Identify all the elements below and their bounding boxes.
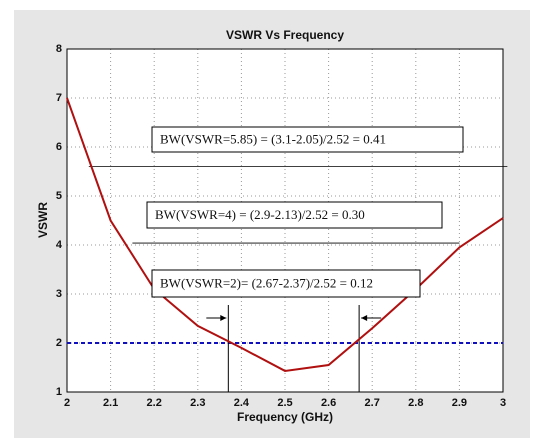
x-tick-label: 2.4 (234, 397, 250, 409)
annotation: BW(VSWR=5.85) = (3.1-2.05)/2.52 = 0.41 (160, 131, 386, 146)
x-tick-label: 2.9 (452, 397, 467, 409)
annotation: BW(VSWR=2)= (2.67-2.37)/2.52 = 0.12 (160, 275, 373, 290)
y-tick-label: 4 (56, 239, 63, 251)
x-tick-label: 2 (64, 397, 70, 409)
annotation: BW(VSWR=4) = (2.9-2.13)/2.52 = 0.30 (155, 207, 365, 222)
y-tick-label: 5 (56, 190, 62, 202)
arrow-head (361, 315, 368, 321)
x-tick-label: 2.5 (277, 397, 292, 409)
y-axis-label: VSWR (36, 202, 50, 238)
annotation-box (151, 126, 464, 153)
x-tick-label: 2.6 (321, 397, 336, 409)
y-tick-label: 7 (56, 92, 62, 104)
y-tick-label: 8 (56, 43, 62, 55)
x-tick-label: 2.1 (103, 397, 118, 409)
x-axis-label: Frequency (GHz) (237, 410, 333, 424)
y-tick-label: 3 (56, 288, 62, 300)
x-tick-label: 2.8 (408, 397, 423, 409)
plot-border (66, 48, 504, 393)
y-tick-label: 2 (56, 337, 62, 349)
y-tick-label: 6 (56, 141, 62, 153)
x-tick-label: 2.7 (365, 397, 380, 409)
y-tick-label: 1 (56, 386, 62, 398)
annotation-box (151, 269, 421, 298)
chart-title: VSWR Vs Frequency (226, 28, 344, 42)
data-line (66, 97, 504, 372)
annotation-box (146, 201, 443, 229)
x-tick-label: 3 (500, 397, 506, 409)
x-tick-label: 2.2 (147, 397, 162, 409)
x-tick-label: 2.3 (190, 397, 205, 409)
arrow-head (220, 315, 227, 321)
